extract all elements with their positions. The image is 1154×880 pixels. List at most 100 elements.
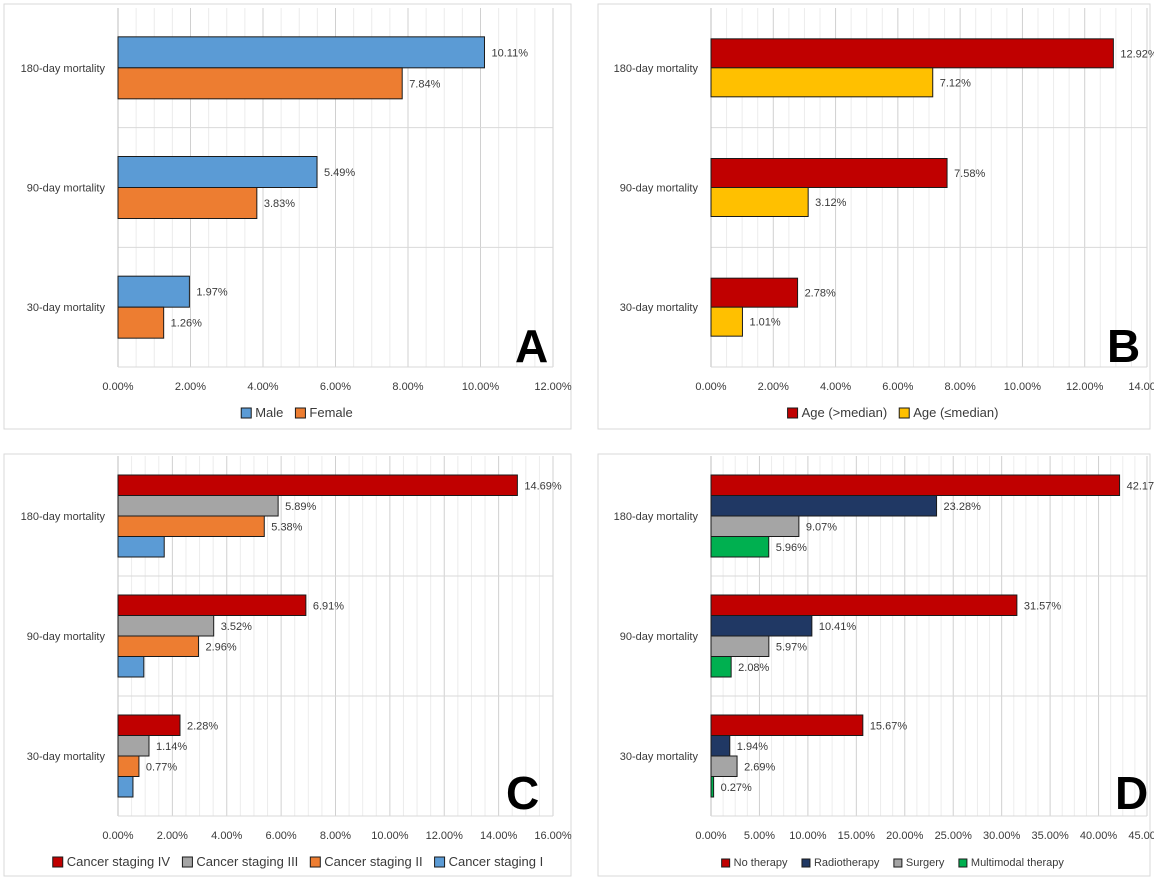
x-tick-label: 0.00% (695, 381, 726, 393)
data-label: 6.91% (313, 600, 344, 612)
x-tick-label: 0.00% (695, 830, 726, 842)
bar (117, 306, 165, 339)
chart-panel-d: 0.00% 5.00% 10.00% 15.00% 20.00% 25.00% 30.00%… (597, 453, 1154, 877)
bar (117, 635, 199, 657)
legend-swatch (787, 407, 799, 419)
data-label: 12.92% (1120, 48, 1154, 60)
bar (710, 495, 938, 517)
x-tick-label: 14.00% (480, 830, 518, 842)
x-tick-label: 6.00% (266, 830, 297, 842)
bar (710, 594, 1018, 616)
category-label: 90-day mortality (620, 631, 699, 643)
x-tick-label: 6.00% (882, 381, 913, 393)
category-label: 90-day mortality (620, 183, 699, 195)
panel-frame (597, 453, 1151, 877)
chart-panel-b: 0.00% 2.00% 4.00% 6.00% 8.00% 10.00% 12.00% 14.… (597, 3, 1154, 430)
legend: Male Female (240, 405, 353, 420)
x-tick-label: 10.00% (789, 830, 827, 842)
x-tick-label: 4.00% (247, 381, 278, 393)
data-label: 3.52% (221, 621, 252, 633)
x-tick-label: 2.00% (758, 381, 789, 393)
data-label: 9.07% (806, 521, 837, 533)
x-tick-label: 12.00% (426, 830, 464, 842)
legend-label: Cancer staging II (324, 854, 422, 869)
legend-label: Multimodal therapy (971, 857, 1064, 869)
legend-swatch (958, 858, 968, 868)
data-label: 10.41% (819, 621, 857, 633)
x-tick-label: 5.00% (744, 830, 775, 842)
panel-letter: A (515, 320, 548, 372)
data-label: 1.26% (171, 318, 202, 330)
x-tick-label: 25.00% (935, 830, 973, 842)
data-label: 5.96% (776, 542, 807, 554)
category-label: 90-day mortality (27, 631, 106, 643)
legend-swatch (52, 856, 64, 868)
bar (710, 635, 770, 657)
data-label: 14.69% (524, 480, 562, 492)
category-label: 180-day mortality (21, 63, 106, 75)
bar (117, 275, 190, 308)
legend-label: Age (>median) (802, 405, 888, 420)
bar (117, 36, 485, 69)
panel-frame (3, 3, 572, 430)
x-tick-label: 8.00% (320, 830, 351, 842)
x-tick-label: 10.00% (1004, 381, 1042, 393)
bar (117, 156, 318, 188)
bar (710, 776, 715, 798)
data-label: 1.14% (156, 741, 187, 753)
chart-panel-a: 0.00% 2.00% 4.00% 6.00% 8.00% 10.00% 12.00% 180… (3, 3, 572, 430)
category-label: 180-day mortality (21, 511, 106, 523)
x-tick-label: 8.00% (392, 381, 423, 393)
x-tick-label: 45.00% (1128, 830, 1154, 842)
legend-swatch (434, 856, 446, 868)
category-label: 180-day mortality (614, 63, 699, 75)
legend-swatch (294, 407, 306, 419)
data-label: 1.01% (749, 317, 780, 329)
bar (117, 656, 145, 678)
legend-label: No therapy (734, 857, 788, 869)
bar (710, 158, 948, 188)
legend-label: Cancer staging III (196, 854, 298, 869)
bar (710, 187, 809, 217)
data-label: 10.11% (491, 47, 528, 59)
panel-letter: D (1115, 767, 1148, 819)
legend-swatch (893, 858, 903, 868)
x-tick-label: 14.00% (1128, 381, 1154, 393)
legend-label: Male (255, 405, 283, 420)
category-label: 90-day mortality (27, 183, 106, 195)
x-tick-label: 4.00% (211, 830, 242, 842)
x-tick-label: 10.00% (462, 381, 500, 393)
data-label: 2.08% (738, 662, 769, 674)
bar (117, 474, 518, 496)
data-label: 1.94% (737, 741, 768, 753)
legend: No therapy Radiotherapy Surgery Multimodal … (721, 857, 1064, 869)
bar (117, 615, 215, 637)
legend-swatch (898, 407, 910, 419)
data-label: 2.28% (187, 720, 218, 732)
x-tick-label: 10.00% (371, 830, 409, 842)
category-label: 30-day mortality (620, 751, 699, 763)
bar (117, 515, 265, 537)
data-label: 5.38% (271, 521, 302, 533)
data-label: 2.69% (744, 761, 775, 773)
x-tick-label: 12.00% (1066, 381, 1104, 393)
x-tick-label: 2.00% (157, 830, 188, 842)
bar (117, 536, 165, 558)
data-label: 2.96% (205, 641, 236, 653)
bar (710, 474, 1121, 496)
category-label: 180-day mortality (614, 511, 699, 523)
category-label: 30-day mortality (27, 302, 106, 314)
bar (117, 495, 279, 517)
x-tick-label: 0.00% (102, 381, 133, 393)
x-tick-label: 15.00% (838, 830, 876, 842)
x-tick-label: 30.00% (983, 830, 1021, 842)
legend-label: Surgery (906, 857, 945, 869)
bar (710, 714, 864, 736)
data-label: 0.27% (721, 782, 752, 794)
data-label: 3.12% (815, 197, 846, 209)
legend-swatch (309, 856, 321, 868)
bar (710, 38, 1114, 69)
panel-frame (3, 453, 572, 877)
data-label: 5.49% (324, 167, 355, 179)
